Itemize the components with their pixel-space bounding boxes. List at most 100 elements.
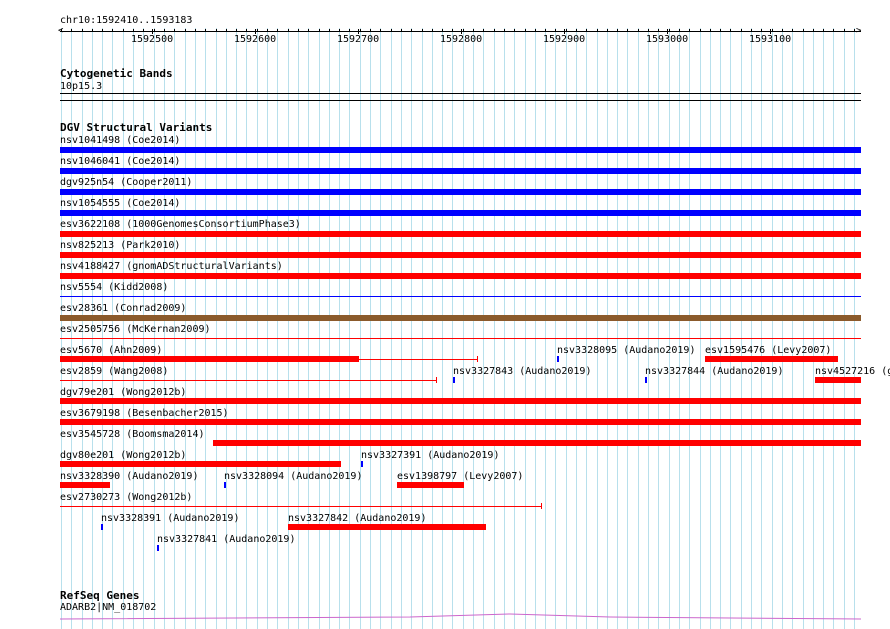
- variant-bar[interactable]: [213, 440, 861, 446]
- variant-bar[interactable]: [60, 356, 359, 362]
- grid-line: [689, 28, 690, 629]
- variant-label[interactable]: dgv79e201 (Wong2012b): [60, 387, 187, 398]
- variant-bar[interactable]: [60, 338, 861, 339]
- variant-label[interactable]: esv3679198 (Besenbacher2015): [60, 408, 229, 419]
- variant-bar[interactable]: [557, 356, 559, 362]
- variant-label[interactable]: nsv825213 (Park2010): [60, 240, 181, 251]
- variant-bar[interactable]: [60, 252, 861, 258]
- variant-bar[interactable]: [60, 506, 541, 507]
- variant-label[interactable]: nsv1046041 (Coe2014): [60, 156, 181, 167]
- grid-line: [844, 28, 845, 629]
- variant-label[interactable]: esv5670 (Ahn2009): [60, 345, 163, 356]
- ruler-minor-tick: [741, 29, 742, 32]
- variant-label[interactable]: nsv4188427 (gnomADStructuralVariants): [60, 261, 283, 272]
- ruler-minor-tick: [112, 29, 113, 32]
- grid-line: [782, 28, 783, 629]
- ruler-minor-tick: [246, 29, 247, 32]
- variant-bar[interactable]: [60, 380, 436, 381]
- grid-line: [82, 28, 83, 629]
- ruler-minor-tick: [308, 29, 309, 32]
- variant-bar[interactable]: [60, 231, 861, 237]
- variant-bar[interactable]: [60, 461, 341, 467]
- variant-bar[interactable]: [60, 419, 861, 425]
- grid-line: [329, 28, 330, 629]
- variant-bar[interactable]: [60, 273, 861, 279]
- ruler-minor-tick: [576, 29, 577, 32]
- variant-bar[interactable]: [60, 168, 861, 174]
- grid-line: [576, 28, 577, 629]
- grid-line: [61, 28, 62, 629]
- variant-label[interactable]: nsv3327843 (Audano2019): [453, 366, 592, 377]
- variant-bar[interactable]: [157, 545, 159, 551]
- variant-bar[interactable]: [288, 524, 486, 530]
- gene-label[interactable]: ADARB2|NM_018702: [60, 602, 157, 613]
- grid-line: [92, 28, 93, 629]
- ruler-tick-label: 1592600: [234, 34, 277, 45]
- variant-label[interactable]: nsv3327842 (Audano2019): [288, 513, 427, 524]
- cytoband-band-top: [60, 93, 861, 94]
- variant-label[interactable]: esv1595476 (Levy2007): [705, 345, 832, 356]
- ruler-minor-tick: [452, 29, 453, 32]
- grid-line: [349, 28, 350, 629]
- ruler-minor-tick: [803, 29, 804, 32]
- variant-label[interactable]: esv3545728 (Boomsma2014): [60, 429, 205, 440]
- ruler-minor-tick: [123, 29, 124, 32]
- grid-line: [535, 28, 536, 629]
- variant-bar[interactable]: [60, 210, 861, 216]
- variant-label[interactable]: nsv3328391 (Audano2019): [101, 513, 240, 524]
- variant-bar[interactable]: [397, 482, 464, 488]
- variant-label[interactable]: nsv3327391 (Audano2019): [361, 450, 500, 461]
- ruler-minor-tick: [473, 29, 474, 32]
- ruler-minor-tick: [422, 29, 423, 32]
- grid-line: [308, 28, 309, 629]
- variant-bar[interactable]: [645, 377, 647, 383]
- variant-bar[interactable]: [60, 189, 861, 195]
- grid-line: [792, 28, 793, 629]
- grid-line: [246, 28, 247, 629]
- ruler-minor-tick: [844, 29, 845, 32]
- variant-label[interactable]: dgv925n54 (Cooper2011): [60, 177, 193, 188]
- variant-bar[interactable]: [101, 524, 103, 530]
- variant-label[interactable]: nsv3328095 (Audano2019): [557, 345, 696, 356]
- grid-line: [236, 28, 237, 629]
- grid-line: [761, 28, 762, 629]
- ruler-minor-tick: [102, 29, 103, 32]
- variant-label[interactable]: esv2505756 (McKernan2009): [60, 324, 211, 335]
- variant-label[interactable]: nsv1054555 (Coe2014): [60, 198, 181, 209]
- variant-label[interactable]: esv2859 (Wang2008): [60, 366, 169, 377]
- variant-bar[interactable]: [60, 482, 110, 488]
- variant-bar[interactable]: [60, 315, 861, 321]
- variant-bar[interactable]: [453, 377, 455, 383]
- gene-intron-line[interactable]: [60, 610, 861, 622]
- variant-label[interactable]: esv1398797 (Levy2007): [397, 471, 524, 482]
- variant-label[interactable]: nsv3328390 (Audano2019): [60, 471, 199, 482]
- ruler-minor-tick: [370, 29, 371, 32]
- ruler-major-tick: [770, 29, 771, 34]
- ruler-minor-tick: [226, 29, 227, 32]
- variant-bar[interactable]: [224, 482, 226, 488]
- variant-label[interactable]: esv3622108 (1000GenomesConsortiumPhase3): [60, 219, 301, 230]
- variant-bar[interactable]: [815, 377, 861, 383]
- variant-label[interactable]: dgv80e201 (Wong2012b): [60, 450, 187, 461]
- grid-line: [607, 28, 608, 629]
- variant-bar[interactable]: [361, 461, 363, 467]
- variant-bar[interactable]: [60, 398, 861, 404]
- variant-label[interactable]: esv28361 (Conrad2009): [60, 303, 187, 314]
- grid-line: [854, 28, 855, 629]
- grid-line: [597, 28, 598, 629]
- variant-bar[interactable]: [60, 147, 861, 153]
- variant-label[interactable]: nsv4527216 (g: [815, 366, 890, 377]
- grid-line: [555, 28, 556, 629]
- variant-label[interactable]: nsv3328094 (Audano2019): [224, 471, 363, 482]
- ruler-minor-tick: [174, 29, 175, 32]
- variant-label[interactable]: nsv3327841 (Audano2019): [157, 534, 296, 545]
- variant-label[interactable]: nsv1041498 (Coe2014): [60, 135, 181, 146]
- ruler-right-arrow-icon: >: [856, 26, 862, 36]
- variant-label[interactable]: nsv3327844 (Audano2019): [645, 366, 784, 377]
- variant-bar[interactable]: [60, 296, 861, 297]
- ruler-axis-line: [60, 31, 861, 32]
- variant-bar[interactable]: [705, 356, 838, 362]
- variant-label[interactable]: esv2730273 (Wong2012b): [60, 492, 193, 503]
- variant-label[interactable]: nsv5554 (Kidd2008): [60, 282, 169, 293]
- ruler-minor-tick: [267, 29, 268, 32]
